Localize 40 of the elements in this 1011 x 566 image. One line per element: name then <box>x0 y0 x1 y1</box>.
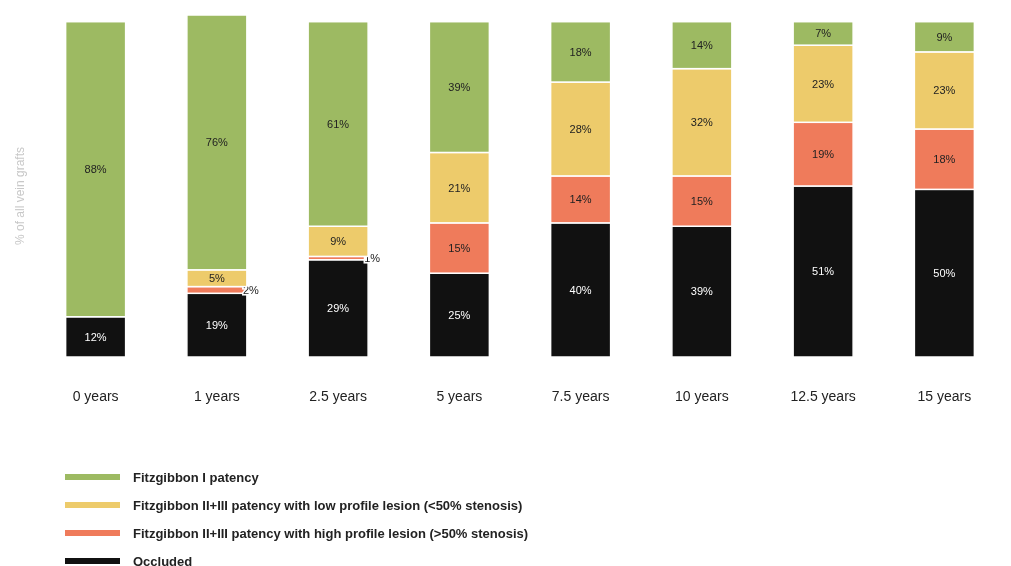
data-label: 23% <box>933 84 956 97</box>
data-label: 25% <box>448 308 471 321</box>
data-label: 19% <box>205 319 229 331</box>
data-label: 18% <box>569 45 592 58</box>
x-tick-label: 10 years <box>675 387 729 404</box>
data-label: 23% <box>812 77 835 90</box>
data-label: 9% <box>330 235 347 248</box>
legend-label: Fitzgibbon II+III patency with high profile lesion (>50% stenosis) <box>133 525 529 541</box>
legend-label: Occluded <box>133 553 193 566</box>
data-label: 5% <box>208 272 226 285</box>
x-tick-label: 2.5 years <box>309 387 367 404</box>
data-label: 28% <box>569 122 592 135</box>
data-label: 15% <box>690 194 714 207</box>
data-label: 40% <box>569 283 592 296</box>
data-label: 29% <box>327 302 350 315</box>
data-label: 9% <box>936 30 953 43</box>
data-label: 61% <box>327 117 350 130</box>
data-label: 7% <box>815 27 832 40</box>
x-tick-label: 12.5 years <box>790 387 856 404</box>
data-label: 14% <box>690 39 714 52</box>
x-tick-label: 0 years <box>72 387 119 404</box>
x-tick-label: 5 years <box>436 387 483 404</box>
data-label: 88% <box>84 163 107 176</box>
data-label: 15% <box>448 241 471 254</box>
legend-label: Fitzgibbon I patency <box>133 469 260 485</box>
data-label: 18% <box>933 153 956 166</box>
data-label: 76% <box>205 136 229 149</box>
data-label: 14% <box>569 193 592 206</box>
data-label: 51% <box>812 265 835 278</box>
data-label: 21% <box>448 181 471 194</box>
x-tick-label: 15 years <box>917 387 972 404</box>
data-label: 32% <box>690 116 714 129</box>
x-tick-label: 7.5 years <box>551 387 610 404</box>
x-tick-label: 1 years <box>193 387 240 404</box>
data-label: 50% <box>933 267 956 280</box>
data-label: 39% <box>448 80 471 93</box>
legend-label: Fitzgibbon II+III patency with low profile lesion (<50% stenosis) <box>133 497 523 513</box>
data-label: 19% <box>812 148 835 160</box>
data-label: 39% <box>690 285 714 298</box>
data-label: 12% <box>84 330 107 343</box>
